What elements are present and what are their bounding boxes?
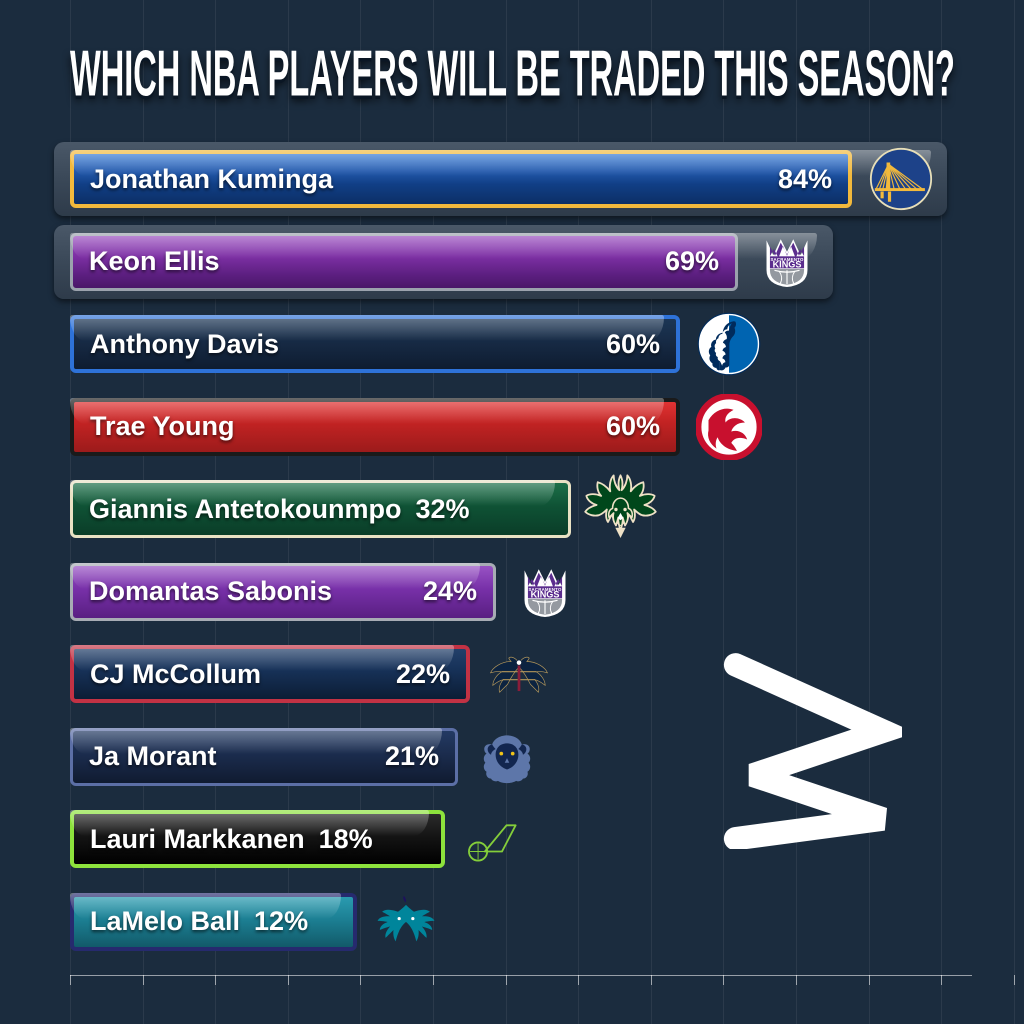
svg-text:KINGS: KINGS (773, 259, 802, 269)
svg-text:KINGS: KINGS (531, 589, 560, 599)
